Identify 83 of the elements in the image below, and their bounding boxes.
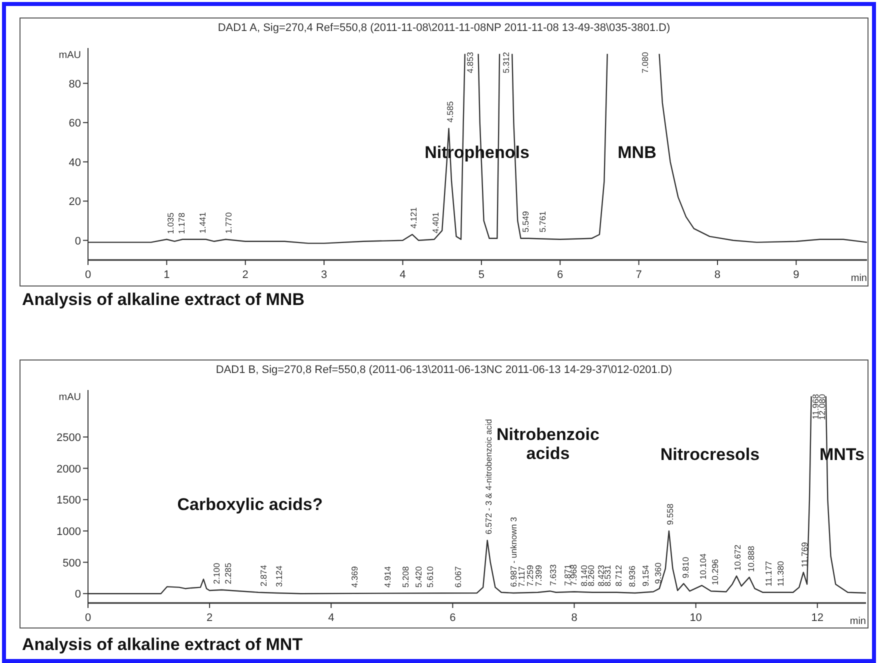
annotation: 5.610 [424, 566, 435, 588]
annotation: 1.178 [176, 212, 187, 234]
annotation: 9.154 [640, 564, 650, 586]
annotation: 4.585 [444, 100, 455, 122]
annotation: 11.769 [799, 542, 810, 568]
annotation: 3.124 [274, 565, 284, 587]
y-tick-label: 0 [74, 588, 81, 601]
y-tick-label: 60 [68, 118, 81, 130]
annotation: 9.558 [664, 503, 675, 525]
x-axis-title: min [850, 273, 867, 284]
x-tick-label: 8 [714, 269, 721, 281]
annotation: 4.369 [350, 566, 360, 588]
annotation: 5.208 [400, 566, 411, 588]
x-tick-label: 2 [242, 269, 248, 281]
annotation: 10.888 [746, 546, 756, 572]
annotation: 6.987 - unknown 3 [508, 516, 519, 587]
annotation: 4.401 [430, 212, 440, 234]
annotation: 7.259 [525, 564, 536, 586]
annotation: 4.914 [382, 566, 393, 588]
y-tick-label: 40 [68, 156, 81, 169]
annotation: 9.360 [652, 562, 663, 584]
x-tick-label: 0 [84, 612, 92, 624]
x-tick-label: 4 [328, 612, 334, 624]
annotation: 11.177 [763, 560, 774, 586]
chart-title: DAD1 B, Sig=270,8 Ref=550,8 (2011-06-13\2011-06-13NC 2011-06-13 14-29-37\012-0201.D) [216, 364, 672, 376]
y-tick-label: 2500 [56, 432, 81, 444]
annotation: 7.117 [516, 566, 527, 587]
annotation: 7.080 [640, 52, 650, 74]
x-tick-label: 4 [400, 269, 406, 281]
annotation: 6.067 [452, 566, 463, 588]
annotation: 10.672 [732, 544, 743, 571]
annotation: 11.380 [776, 560, 786, 586]
y-tick-label: 1000 [56, 526, 81, 538]
y-tick-label: 20 [68, 196, 81, 208]
chart-title: DAD1 A, Sig=270,4 Ref=550,8 (2011-11-08\2011-11-08NP 2011-11-08 13-49-38\035-3801.D) [218, 22, 670, 34]
annotation: 10.104 [698, 553, 708, 580]
x-tick-label: 1 [164, 269, 170, 281]
annotation: 4.853 [464, 52, 475, 74]
x-tick-label: 0 [84, 269, 92, 281]
annotation: 5.761 [537, 210, 548, 232]
x-tick-label: 10 [690, 612, 702, 624]
annotation: 7.399 [534, 564, 544, 586]
y-tick-label: 1500 [56, 494, 81, 507]
y-axis-title: mAU [58, 392, 81, 403]
annotation: 1.770 [223, 212, 234, 234]
annotation: 8.712 [614, 564, 624, 586]
annotation: 5.420 [413, 566, 424, 588]
annotation: MNB [618, 143, 656, 162]
annotation: 5.312 [501, 52, 511, 74]
annotation: 10.296 [710, 558, 720, 586]
annotation: 8.260 [586, 564, 596, 586]
annotation: 8.140 [578, 564, 589, 586]
annotation: 7.633 [548, 564, 558, 586]
x-tick-label: 6 [557, 269, 564, 281]
text: Analysis of alkaline extract of MNT [22, 635, 304, 654]
annotation: 4.121 [408, 206, 418, 228]
annotation: 5.549 [520, 210, 531, 232]
annotation: 8.936 [627, 565, 638, 587]
annotation: Carboxylic acids? [177, 495, 323, 514]
x-tick-label: 6 [450, 612, 456, 624]
x-axis-title: min [850, 616, 866, 627]
annotation: 1.035 [165, 212, 176, 234]
y-tick-label: 2000 [56, 463, 81, 476]
y-tick-label: 0 [74, 235, 81, 248]
x-tick-label: 3 [321, 269, 328, 281]
text: Analysis of alkaline extract of MNB [22, 290, 304, 309]
annotation: 9.810 [680, 556, 690, 578]
x-tick-label: 12 [811, 612, 824, 624]
y-tick-label: 500 [62, 557, 81, 570]
annotation: 2.100 [212, 562, 222, 584]
y-axis-title: mAU [58, 50, 81, 61]
annotation: 6.572 - 3 & 4-nitrobenzoic acid [483, 418, 494, 534]
x-tick-label: 5 [478, 269, 484, 281]
annotation: Nitrocresols [660, 445, 760, 464]
x-tick-label: 2 [206, 612, 213, 624]
x-tick-label: 9 [793, 269, 800, 281]
y-tick-label: 80 [68, 78, 81, 90]
x-tick-label: 7 [636, 269, 642, 281]
annotation: 1.441 [197, 212, 208, 234]
x-tick-label: 8 [571, 612, 578, 624]
annotation: Nitrobenzoic acids [496, 425, 600, 463]
annotation: 2.874 [258, 564, 269, 586]
annotation: 2.285 [222, 562, 233, 584]
